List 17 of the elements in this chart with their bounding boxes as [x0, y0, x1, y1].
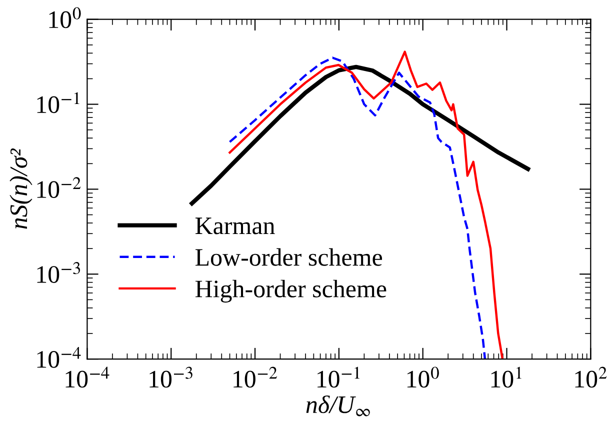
y-tick-label: 10$^{−2}$: [37, 177, 81, 198]
x-tick-label: 10$^{−3}$: [150, 366, 192, 388]
x-tick-label: 10$^{2}$: [575, 366, 607, 388]
y-axis-title: nS(n)/σ²: [10, 148, 32, 229]
x-tick-label: 10$^{−2}$: [234, 366, 278, 388]
x-tick-label: 10$^{1}$: [491, 366, 522, 388]
y-tick-label: 10$^{0}$: [49, 7, 81, 28]
legend-label: Low-order scheme: [195, 248, 382, 266]
x-axis-title: nδ/U$_{∞}$: [306, 395, 370, 416]
y-tick-label: 10$^{−4}$: [37, 346, 81, 368]
y-tick-label: 10$^{−1}$: [37, 92, 80, 114]
x-tick-label: 10$^{−1}$: [318, 366, 360, 388]
legend-label: High-order scheme: [195, 280, 386, 303]
legend-label: Karman: [195, 218, 275, 234]
y-tick-label: 10$^{−3}$: [37, 262, 80, 283]
x-tick-label: 10$^{−4}$: [66, 366, 110, 388]
x-tick-label: 10$^{0}$: [407, 366, 439, 388]
